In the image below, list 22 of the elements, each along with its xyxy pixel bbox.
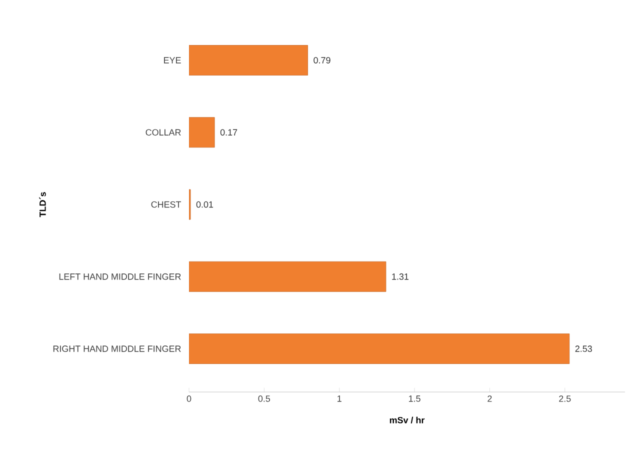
data-label: 2.53 — [575, 346, 592, 352]
bar — [189, 261, 386, 292]
y-tick-label: LEFT HAND MIDDLE FINGER — [59, 273, 181, 280]
data-label: 0.17 — [220, 129, 238, 136]
y-tick-label: COLLAR — [146, 129, 181, 136]
y-tick-label: RIGHT HAND MIDDLE FINGER — [53, 346, 181, 352]
x-tick-label: 2.5 — [559, 396, 571, 402]
y-tick-label: EYE — [164, 57, 181, 64]
y-axis-title: TLD´s — [39, 192, 46, 218]
bar — [189, 45, 308, 76]
x-tick-label: 2 — [488, 396, 492, 402]
data-label: 0.79 — [314, 57, 330, 64]
x-tick-label: 0 — [186, 396, 192, 402]
bar — [189, 334, 570, 364]
x-tick-label: 0.5 — [258, 396, 270, 402]
y-tick-label: CHEST — [151, 201, 182, 208]
x-axis-title: mSv / hr — [390, 416, 425, 424]
data-label: 1.31 — [392, 273, 408, 280]
x-tick-label: 1.5 — [408, 396, 420, 402]
bar — [189, 117, 215, 148]
data-label: 0.01 — [196, 201, 214, 208]
x-tick-label: 1 — [338, 396, 342, 402]
